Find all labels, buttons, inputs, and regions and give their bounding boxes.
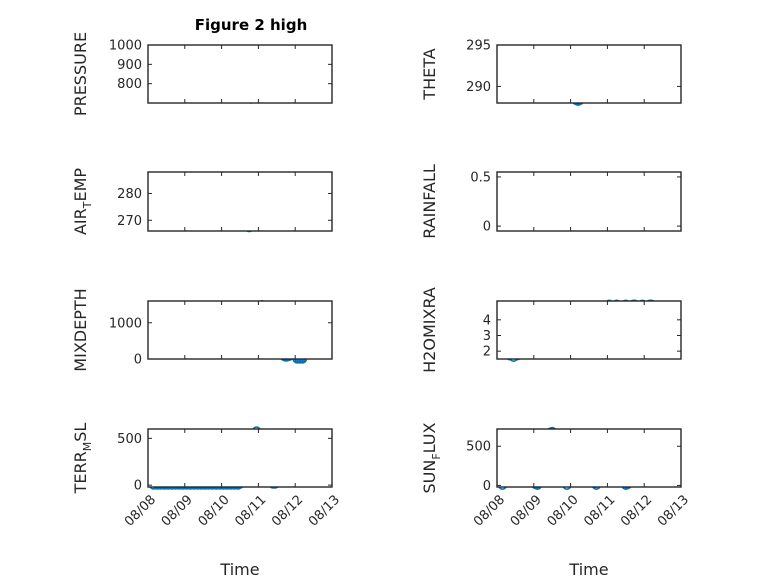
y-tick-label: 1000 bbox=[109, 316, 142, 331]
y-tick-label: 800 bbox=[117, 77, 142, 92]
y-tick-label: 2 bbox=[483, 345, 491, 360]
y-tick-label: 0.5 bbox=[470, 170, 491, 185]
y-tick-label: 0 bbox=[134, 479, 142, 494]
y-axis-label: SUNFLUX bbox=[420, 422, 443, 493]
subplot-terr-msl: 0 500 08/08 08/09 08/10 08/11 08/12 08/13 Time TE… bbox=[71, 423, 343, 579]
subplot-pressure: 800 900 1000 PRESSURE bbox=[71, 32, 333, 116]
y-tick-label: 3 bbox=[483, 329, 491, 344]
y-axis-label-text: THETA bbox=[420, 48, 439, 100]
x-tick-label: 08/11 bbox=[581, 492, 618, 529]
axes-box bbox=[496, 300, 682, 360]
x-tick-label: 08/08 bbox=[122, 492, 159, 529]
y-tick-label: 0 bbox=[483, 479, 491, 494]
y-axis-label-text: AIRTEMP bbox=[71, 168, 94, 235]
x-tick-label: 08/10 bbox=[545, 492, 582, 529]
subplot-air-temp: 270 280 AIRTEMP bbox=[71, 168, 333, 235]
x-tick-label-group: 08/10 bbox=[196, 492, 233, 529]
x-tick-label-group: 08/11 bbox=[232, 492, 269, 529]
y-axis-label: H2OMIXRA bbox=[420, 287, 439, 373]
y-axis-label: RAINFALL bbox=[420, 164, 439, 239]
axes-box bbox=[496, 44, 682, 104]
x-tick-label: 08/08 bbox=[471, 492, 508, 529]
x-tick-label: 08/09 bbox=[508, 492, 545, 529]
x-tick-label: 08/11 bbox=[232, 492, 269, 529]
y-tick-label: 280 bbox=[117, 187, 142, 202]
y-axis-label: THETA bbox=[420, 48, 439, 100]
y-tick-label: 1000 bbox=[109, 39, 142, 54]
x-tick-label-group: 08/13 bbox=[306, 492, 343, 529]
axes-box bbox=[147, 300, 333, 360]
x-tick-label-group: 08/12 bbox=[269, 492, 306, 529]
x-tick-label-group: 08/10 bbox=[545, 492, 582, 529]
x-tick-label: 08/12 bbox=[618, 492, 655, 529]
axes-box bbox=[147, 44, 333, 104]
y-tick-label: 270 bbox=[117, 214, 142, 229]
x-tick-label-group: 08/08 bbox=[122, 492, 159, 529]
x-tick-label-group: 08/13 bbox=[655, 492, 692, 529]
axes-box bbox=[496, 428, 682, 488]
subplot-mixdepth: 0 1000 MIXDEPTH bbox=[71, 288, 333, 372]
y-axis-label: AIRTEMP bbox=[71, 168, 94, 235]
subplot-theta: 290 295 THETA bbox=[420, 39, 682, 106]
x-axis-label: Time bbox=[219, 560, 259, 579]
y-axis-label-text: PRESSURE bbox=[71, 32, 90, 116]
x-tick-label: 08/10 bbox=[196, 492, 233, 529]
y-tick-label: 4 bbox=[483, 313, 491, 328]
subplot-h2omixra: 234 H2OMIXRA bbox=[420, 287, 682, 373]
x-tick-label: 08/09 bbox=[159, 492, 196, 529]
y-tick-label: 500 bbox=[466, 440, 491, 455]
y-tick-label: 900 bbox=[117, 58, 142, 73]
y-tick-label: 0 bbox=[134, 353, 142, 368]
x-tick-label-group: 08/08 bbox=[471, 492, 508, 529]
y-axis-label-text: MIXDEPTH bbox=[71, 288, 90, 371]
x-axis-label: Time bbox=[568, 560, 608, 579]
subplot-rainfall: 0 0.5 RAINFALL bbox=[420, 164, 682, 239]
y-tick-label: 290 bbox=[466, 80, 491, 95]
chart-title: Figure 2 high bbox=[195, 16, 308, 34]
x-tick-label: 08/12 bbox=[269, 492, 306, 529]
y-axis-label: PRESSURE bbox=[71, 32, 90, 116]
axes-box bbox=[147, 428, 333, 488]
y-tick-label: 0 bbox=[483, 220, 491, 235]
x-tick-label: 08/13 bbox=[655, 492, 692, 529]
y-tick-label: 500 bbox=[117, 432, 142, 447]
x-tick-label-group: 08/11 bbox=[581, 492, 618, 529]
y-axis-label-text: H2OMIXRA bbox=[420, 287, 439, 373]
x-tick-label-group: 08/09 bbox=[159, 492, 196, 529]
y-axis-label-text: SUNFLUX bbox=[420, 422, 443, 493]
x-tick-label: 08/13 bbox=[306, 492, 343, 529]
x-tick-label-group: 08/12 bbox=[618, 492, 655, 529]
axes-box bbox=[147, 171, 333, 232]
y-axis-label-text: RAINFALL bbox=[420, 164, 439, 239]
y-axis-label: MIXDEPTH bbox=[71, 288, 90, 371]
y-axis-label-text: TERRMSL bbox=[71, 423, 94, 495]
x-tick-label-group: 08/09 bbox=[508, 492, 545, 529]
axes-box bbox=[496, 171, 682, 232]
y-axis-label: TERRMSL bbox=[71, 423, 94, 495]
subplot-sun-flux: 0 500 08/08 08/09 08/10 08/11 08/12 08/13 Time SU… bbox=[420, 422, 692, 579]
y-tick-label: 295 bbox=[466, 39, 491, 54]
